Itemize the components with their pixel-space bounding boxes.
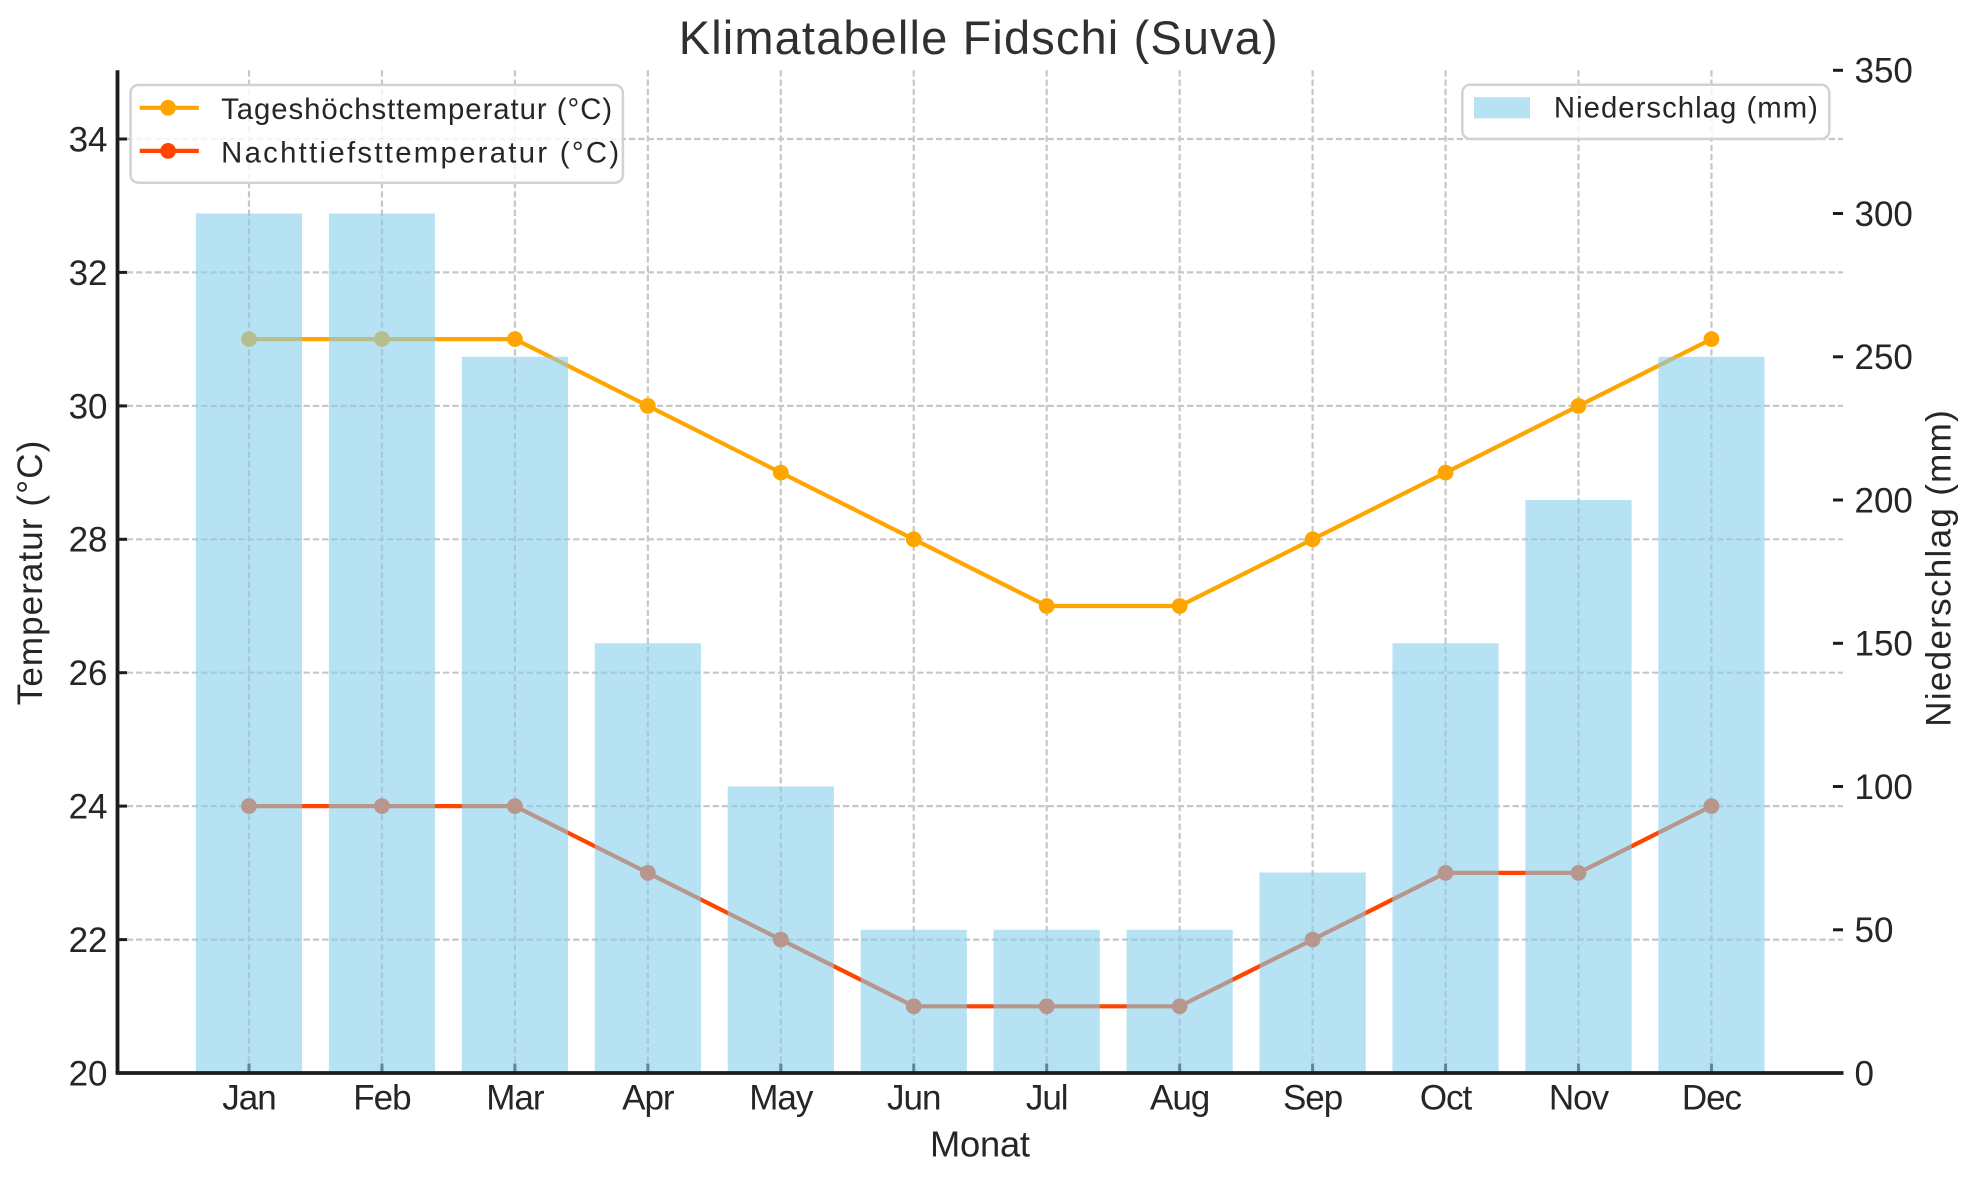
svg-text:Dec: Dec xyxy=(1682,1079,1742,1118)
svg-text:Apr: Apr xyxy=(622,1079,675,1118)
svg-text:Jul: Jul xyxy=(1026,1079,1068,1118)
svg-text:0: 0 xyxy=(1855,1054,1874,1093)
svg-text:150: 150 xyxy=(1855,625,1913,664)
svg-text:Tageshöchsttemperatur (°C): Tageshöchsttemperatur (°C) xyxy=(221,93,612,126)
svg-text:32: 32 xyxy=(69,254,108,293)
svg-text:Monat: Monat xyxy=(930,1124,1030,1165)
svg-text:300: 300 xyxy=(1855,195,1913,234)
svg-text:Oct: Oct xyxy=(1420,1079,1473,1118)
svg-text:Niederschlag (mm): Niederschlag (mm) xyxy=(1554,92,1818,125)
svg-text:May: May xyxy=(749,1079,814,1118)
svg-text:34: 34 xyxy=(69,120,108,159)
svg-text:250: 250 xyxy=(1855,338,1913,377)
svg-text:Temperatur (°C): Temperatur (°C) xyxy=(11,441,50,706)
svg-text:100: 100 xyxy=(1855,768,1913,807)
svg-text:28: 28 xyxy=(69,521,108,560)
svg-text:Jan: Jan xyxy=(222,1079,275,1118)
svg-text:Mar: Mar xyxy=(486,1079,545,1118)
svg-text:Nov: Nov xyxy=(1549,1079,1610,1118)
svg-text:350: 350 xyxy=(1855,52,1913,91)
svg-text:26: 26 xyxy=(69,654,108,693)
svg-text:30: 30 xyxy=(69,387,108,426)
svg-text:Feb: Feb xyxy=(353,1079,410,1118)
svg-text:Niederschlag (mm): Niederschlag (mm) xyxy=(1920,410,1959,727)
svg-text:200: 200 xyxy=(1855,481,1913,520)
svg-text:Aug: Aug xyxy=(1150,1079,1209,1118)
svg-text:20: 20 xyxy=(69,1054,108,1093)
svg-text:Sep: Sep xyxy=(1283,1079,1342,1118)
svg-text:24: 24 xyxy=(69,788,108,827)
svg-text:Nachttiefsttemperatur (°C): Nachttiefsttemperatur (°C) xyxy=(221,136,619,169)
svg-text:22: 22 xyxy=(69,921,108,960)
svg-text:Jun: Jun xyxy=(887,1079,940,1118)
svg-text:50: 50 xyxy=(1855,911,1894,950)
svg-text:Klimatabelle Fidschi (Suva): Klimatabelle Fidschi (Suva) xyxy=(679,11,1278,64)
